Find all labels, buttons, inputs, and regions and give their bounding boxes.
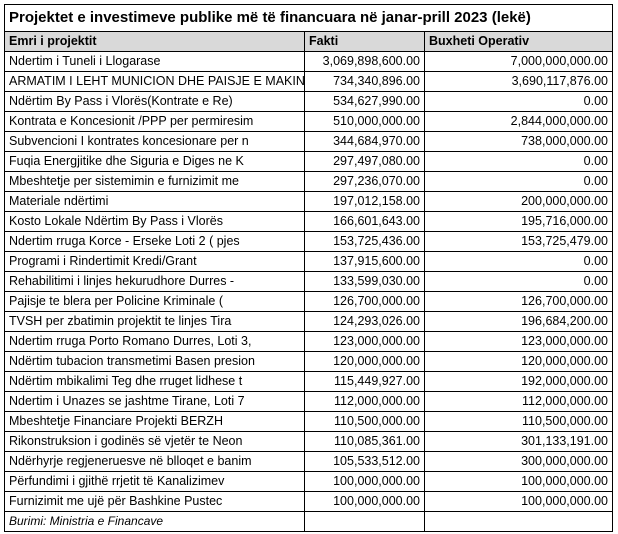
table-title: Projektet e investimeve publike më të fi…: [5, 5, 612, 31]
amount-cell: 112,000,000.00: [425, 392, 612, 411]
project-name: Kosto Lokale Ndërtim By Pass i Vlorës: [5, 212, 304, 231]
amount-cell: 300,000,000.00: [425, 452, 612, 471]
amount-cell: 137,915,600.00: [305, 252, 424, 271]
amount-cell: 123,000,000.00: [425, 332, 612, 351]
empty-cell: [305, 512, 424, 531]
amount-cell: 197,012,158.00: [305, 192, 424, 211]
amount-cell: 124,293,026.00: [305, 312, 424, 331]
project-name: Ndërhyrje regjeneruesve në blloqet e ban…: [5, 452, 304, 471]
project-name: Kontrata e Koncesionit /PPP per permires…: [5, 112, 304, 131]
amount-cell: 120,000,000.00: [305, 352, 424, 371]
amount-cell: 110,500,000.00: [425, 412, 612, 431]
project-name: Ndërtim tubacion transmetimi Basen presi…: [5, 352, 304, 371]
amount-cell: 120,000,000.00: [425, 352, 612, 371]
amount-cell: 192,000,000.00: [425, 372, 612, 391]
amount-cell: 0.00: [425, 92, 612, 111]
project-name: Ndërtim By Pass i Vlorës(Kontrate e Re): [5, 92, 304, 111]
project-name: Pajisje te blera per Policine Kriminale …: [5, 292, 304, 311]
project-name: ARMATIM I LEHT MUNICION DHE PAISJE E MAK…: [5, 72, 304, 91]
project-name: TVSH per zbatimin projektit te linjes Ti…: [5, 312, 304, 331]
amount-cell: 297,497,080.00: [305, 152, 424, 171]
amount-cell: 105,533,512.00: [305, 452, 424, 471]
amount-cell: 100,000,000.00: [305, 472, 424, 491]
amount-cell: 297,236,070.00: [305, 172, 424, 191]
investment-table: Projektet e investimeve publike më të fi…: [4, 4, 613, 532]
project-name: Rikonstruksion i godinës së vjetër te Ne…: [5, 432, 304, 451]
amount-cell: 0.00: [425, 272, 612, 291]
amount-cell: 534,627,990.00: [305, 92, 424, 111]
amount-cell: 344,684,970.00: [305, 132, 424, 151]
amount-cell: 734,340,896.00: [305, 72, 424, 91]
amount-cell: 0.00: [425, 152, 612, 171]
amount-cell: 100,000,000.00: [305, 492, 424, 511]
amount-cell: 7,000,000,000.00: [425, 52, 612, 71]
project-name: Ndërtim mbikalimi Teg dhe rruget lidhese…: [5, 372, 304, 391]
amount-cell: 196,684,200.00: [425, 312, 612, 331]
amount-cell: 510,000,000.00: [305, 112, 424, 131]
amount-cell: 200,000,000.00: [425, 192, 612, 211]
amount-cell: 153,725,436.00: [305, 232, 424, 251]
project-name: Programi i Rindertimit Kredi/Grant: [5, 252, 304, 271]
amount-cell: 301,133,191.00: [425, 432, 612, 451]
amount-cell: 195,716,000.00: [425, 212, 612, 231]
project-name: Fuqia Energjitike dhe Siguria e Diges ne…: [5, 152, 304, 171]
amount-cell: 3,069,898,600.00: [305, 52, 424, 71]
amount-cell: 0.00: [425, 252, 612, 271]
column-header: Fakti: [305, 32, 424, 51]
project-name: Furnizimit me ujë për Bashkine Pustec: [5, 492, 304, 511]
amount-cell: 100,000,000.00: [425, 472, 612, 491]
amount-cell: 110,500,000.00: [305, 412, 424, 431]
empty-cell: [425, 512, 612, 531]
amount-cell: 115,449,927.00: [305, 372, 424, 391]
amount-cell: 110,085,361.00: [305, 432, 424, 451]
amount-cell: 2,844,000,000.00: [425, 112, 612, 131]
project-name: Ndertim i Unazes se jashtme Tirane, Loti…: [5, 392, 304, 411]
amount-cell: 153,725,479.00: [425, 232, 612, 251]
amount-cell: 126,700,000.00: [305, 292, 424, 311]
project-name: Subvencioni I kontrates koncesionare per…: [5, 132, 304, 151]
amount-cell: 123,000,000.00: [305, 332, 424, 351]
column-header: Buxheti Operativ: [425, 32, 612, 51]
amount-cell: 738,000,000.00: [425, 132, 612, 151]
amount-cell: 166,601,643.00: [305, 212, 424, 231]
amount-cell: 133,599,030.00: [305, 272, 424, 291]
project-name: Ndertim rruga Korce - Erseke Loti 2 ( pj…: [5, 232, 304, 251]
source-note: Burimi: Ministria e Financave: [5, 512, 304, 531]
project-name: Ndertim rruga Porto Romano Durres, Loti …: [5, 332, 304, 351]
project-name: Përfundimi i gjithë rrjetit të Kanalizim…: [5, 472, 304, 491]
amount-cell: 100,000,000.00: [425, 492, 612, 511]
project-name: Materiale ndërtimi: [5, 192, 304, 211]
column-header: Emri i projektit: [5, 32, 304, 51]
project-name: Mbeshtetje per sistemimin e furnizimit m…: [5, 172, 304, 191]
amount-cell: 112,000,000.00: [305, 392, 424, 411]
amount-cell: 0.00: [425, 172, 612, 191]
amount-cell: 126,700,000.00: [425, 292, 612, 311]
project-name: Mbeshtetje Financiare Projekti BERZH: [5, 412, 304, 431]
project-name: Ndertim i Tuneli i Llogarase: [5, 52, 304, 71]
amount-cell: 3,690,117,876.00: [425, 72, 612, 91]
project-name: Rehabilitimi i linjes hekurudhore Durres…: [5, 272, 304, 291]
